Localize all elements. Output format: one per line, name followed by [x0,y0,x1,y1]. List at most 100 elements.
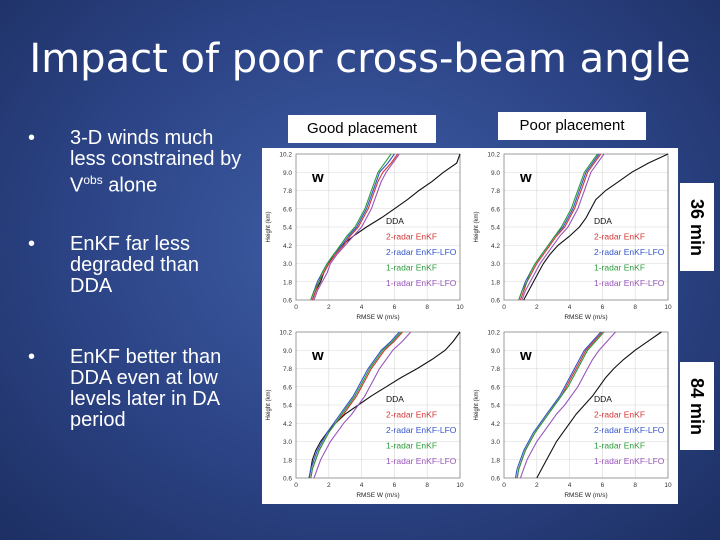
legend-entry: 2-radar EnKF-LFO [386,247,457,257]
legend-entry: DDA [386,394,404,404]
x-tick-label: 0 [502,482,506,489]
x-tick-label: 8 [633,304,637,311]
y-tick-label: 7.8 [491,188,500,195]
x-tick-label: 4 [360,482,364,489]
chart-panel-good-84min: 0.6 1.8 3.0 4.2 5.4 6.6 7.8 9.0 10.2 0 2 4 6 8 10 RMSE … [262,326,470,504]
bullet-dot-icon: • [28,233,36,255]
bullet-item: • 3-D winds much less constrained by Vob… [28,128,243,197]
x-tick-label: 0 [294,304,298,311]
series-line-1-radar-enkf [310,331,402,479]
variable-label: w [519,169,532,186]
y-tick-label: 9.0 [491,170,500,177]
chart-panel-poor-36min: 0.6 1.8 3.0 4.2 5.4 6.6 7.8 9.0 10.2 0 2 4 6 8 10 RMSE … [470,148,678,326]
y-tick-label: 3.0 [491,261,500,268]
plot-frame [503,331,669,479]
x-tick-label: 8 [425,482,429,489]
legend-entry: 2-radar EnKF-LFO [594,425,665,435]
legend-entry: 1-radar EnKF-LFO [386,278,457,288]
y-tick-label: 4.2 [283,243,292,250]
y-tick-label: 4.2 [491,421,500,428]
y-tick-label: 10.2 [487,152,500,159]
legend-entry: 2-radar EnKF-LFO [594,247,665,257]
y-tick-label: 0.6 [491,298,500,305]
bullet-superscript: obs [83,173,103,187]
y-axis-label: Height (km) [474,389,480,420]
y-axis-label: Height (km) [266,389,272,420]
legend-entry: 2-radar EnKF [594,232,645,242]
legend-entry: 2-radar EnKF-LFO [386,425,457,435]
y-tick-label: 6.6 [491,206,500,213]
legend-entry: 2-radar EnKF [386,410,437,420]
y-tick-label: 3.0 [283,439,292,446]
series-line-1-radar-enkf-lfo [519,331,616,479]
y-tick-label: 9.0 [491,348,500,355]
series-line-1-radar-enkf [516,331,605,479]
chart-good-36min: 0.6 1.8 3.0 4.2 5.4 6.6 7.8 9.0 10.2 0 2 4 6 8 10 RMSE … [266,152,464,322]
y-tick-label: 1.8 [491,457,500,464]
legend-entry: 2-radar EnKF [386,232,437,242]
x-tick-label: 8 [425,304,429,311]
y-axis-label: Height (km) [474,211,480,242]
legend-entry: DDA [594,394,612,404]
slide-title: Impact of poor cross-beam angle [29,36,691,82]
y-tick-label: 1.8 [283,279,292,286]
series-line-2-radar-enkf [519,153,602,301]
x-tick-label: 2 [535,482,539,489]
x-tick-label: 10 [664,482,672,489]
series-line-2-radar-enkf-lfo [308,331,400,479]
bullet-dot-icon: • [28,346,36,368]
y-tick-label: 10.2 [279,152,292,159]
y-tick-label: 9.0 [283,170,292,177]
series-line-dda [536,331,662,479]
series-line-dda [523,153,669,301]
y-tick-label: 10.2 [279,330,292,337]
series-line-1-radar-enkf-lfo [313,153,400,301]
y-tick-label: 7.8 [283,188,292,195]
legend-entry: 1-radar EnKF [594,441,645,451]
series-line-2-radar-enkf-lfo [514,331,602,479]
plot-frame [295,331,461,479]
y-tick-label: 1.8 [283,457,292,464]
x-tick-label: 10 [664,304,672,311]
x-tick-label: 4 [568,482,572,489]
plot-frame [295,153,461,301]
x-axis-label: RMSE W (m/s) [356,492,399,499]
variable-label: w [519,347,532,364]
series-line-1-radar-enkf [518,153,598,301]
series-line-1-radar-enkf-lfo [313,331,412,479]
chart-good-84min: 0.6 1.8 3.0 4.2 5.4 6.6 7.8 9.0 10.2 0 2 4 6 8 10 RMSE … [266,330,464,500]
series-line-2-radar-enkf [311,153,399,301]
bullet-item: • EnKF far less degraded than DDA [28,234,243,297]
x-tick-label: 6 [393,304,397,311]
x-tick-label: 10 [456,482,464,489]
y-tick-label: 5.4 [491,403,500,410]
bullet-dot-icon: • [28,127,36,149]
x-tick-label: 2 [327,304,331,311]
series-line-1-radar-enkf-lfo [521,153,605,301]
chart-panel-good-36min: 0.6 1.8 3.0 4.2 5.4 6.6 7.8 9.0 10.2 0 2 4 6 8 10 RMSE … [262,148,470,326]
x-tick-label: 0 [502,304,506,311]
side-label-36min-text: 36 min [687,198,708,256]
y-tick-label: 5.4 [283,403,292,410]
legend-entry: 1-radar EnKF [386,441,437,451]
x-axis-label: RMSE W (m/s) [564,314,607,321]
legend-entry: 1-radar EnKF-LFO [594,456,665,466]
y-tick-label: 5.4 [491,225,500,232]
legend-entry: 2-radar EnKF [594,410,645,420]
x-tick-label: 4 [360,304,364,311]
x-tick-label: 6 [601,482,605,489]
y-tick-label: 0.6 [283,298,292,305]
good-placement-header: Good placement [288,115,436,143]
plot-frame [503,153,669,301]
y-tick-label: 4.2 [283,421,292,428]
legend-entry: 1-radar EnKF-LFO [594,278,665,288]
y-tick-label: 10.2 [487,330,500,337]
bullet-text: 3-D winds much less constrained by V [70,127,242,197]
y-tick-label: 0.6 [283,476,292,483]
x-axis-label: RMSE W (m/s) [356,314,399,321]
legend-entry: DDA [594,216,612,226]
series-line-1-radar-enkf [310,153,392,301]
y-tick-label: 6.6 [283,384,292,391]
y-tick-label: 0.6 [491,476,500,483]
x-axis-label: RMSE W (m/s) [564,492,607,499]
